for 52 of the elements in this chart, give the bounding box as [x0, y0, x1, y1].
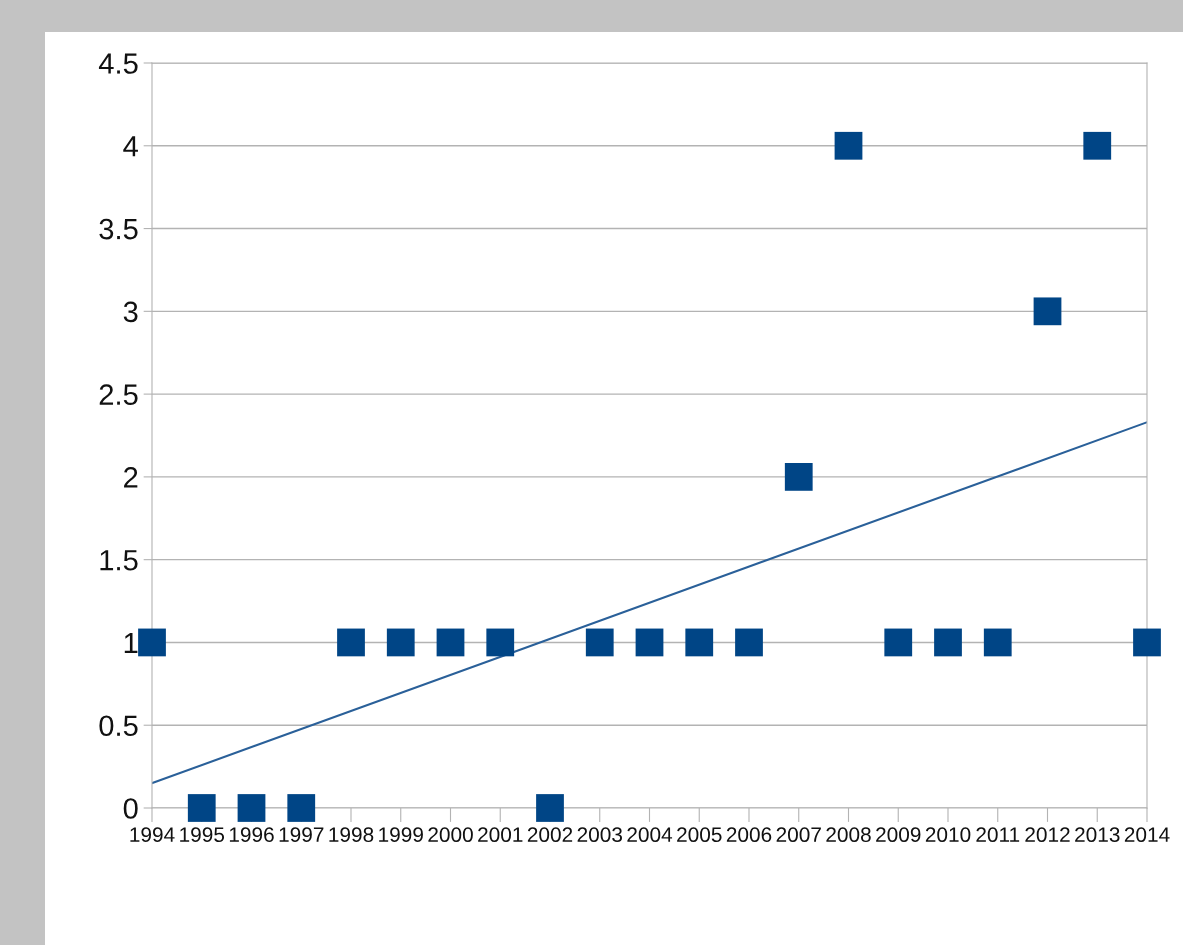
x-tick-label: 2010 — [925, 827, 971, 843]
x-tick-label: 2011 — [976, 827, 1020, 843]
point — [585, 628, 614, 657]
x-tick-label: 2007 — [776, 827, 821, 843]
point — [337, 628, 365, 657]
x-tick-label: 1999 — [379, 827, 423, 843]
point — [386, 628, 415, 657]
x-tick-label: 2014 — [1124, 827, 1170, 843]
y-tick-label: 1 — [124, 632, 138, 654]
point — [187, 794, 216, 822]
y-tick-label: 0.5 — [99, 715, 138, 737]
y-tick-label: 1.5 — [100, 550, 138, 571]
point — [237, 794, 266, 822]
x-tick-label: 2000 — [428, 827, 473, 843]
point — [983, 628, 1012, 657]
point — [685, 628, 714, 657]
point — [834, 131, 863, 160]
point — [436, 628, 465, 657]
x-tick-label: 2013 — [1075, 827, 1120, 843]
x-tick-label: 2009 — [876, 827, 921, 843]
point — [1033, 297, 1062, 326]
point — [735, 628, 763, 657]
y-tick-label: 4 — [123, 136, 138, 157]
point — [884, 628, 913, 657]
x-tick-label: 2001 — [478, 827, 523, 843]
x-tick-label: 1996 — [229, 827, 274, 843]
x-tick-label: 2003 — [577, 827, 623, 843]
point — [1133, 628, 1161, 657]
y-tick-label: 0 — [123, 798, 138, 819]
point — [934, 628, 962, 657]
y-tick-label: 3.5 — [99, 218, 138, 240]
point — [138, 628, 166, 657]
x-tick-label: 2012 — [1025, 827, 1070, 843]
point — [287, 794, 316, 822]
y-tick-label: 2.5 — [99, 384, 138, 405]
x-tick-label: 1994 — [130, 827, 175, 843]
point — [635, 628, 664, 657]
y-tick-label: 2 — [124, 467, 138, 488]
x-tick-label: 2002 — [527, 827, 573, 843]
point — [486, 628, 515, 657]
point — [536, 794, 564, 822]
x-tick-label: 2006 — [726, 827, 772, 843]
y-tick-label: 4.5 — [98, 53, 138, 74]
x-tick-label: 1997 — [279, 827, 324, 843]
x-tick-label: 1995 — [180, 827, 225, 843]
x-tick-label: 2005 — [677, 827, 722, 843]
x-tick-label: 1998 — [329, 827, 374, 843]
point — [1083, 131, 1112, 160]
point — [784, 463, 813, 491]
x-tick-label: 2008 — [826, 827, 871, 843]
y-tick-label: 3 — [123, 301, 138, 323]
x-tick-label: 2004 — [627, 827, 673, 843]
